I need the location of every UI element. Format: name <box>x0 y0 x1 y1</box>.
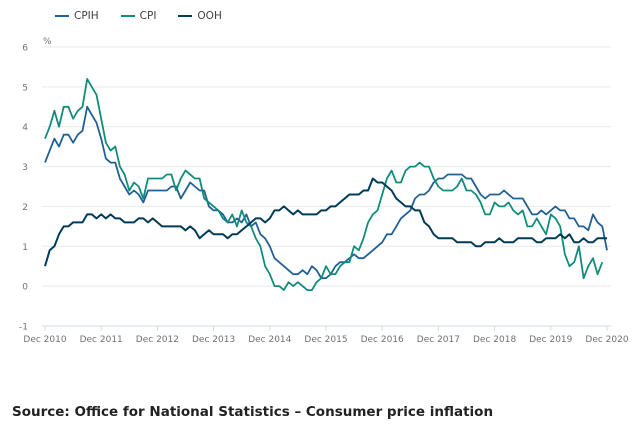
y-tick-label: 1 <box>22 243 28 253</box>
legend-item-cpih[interactable]: CPIH <box>55 10 99 22</box>
chart-legend: CPIH CPI OOH <box>55 10 222 22</box>
x-tick-label: Dec 2020 <box>585 335 628 345</box>
y-tick-label: 4 <box>22 123 28 133</box>
y-tick-label: 2 <box>22 203 28 213</box>
series-line-ooh[interactable] <box>44 177 607 267</box>
legend-swatch-ooh <box>178 14 193 18</box>
legend-label-ooh: OOH <box>197 10 222 22</box>
x-tick-label: Dec 2019 <box>529 335 572 345</box>
legend-label-cpi: CPI <box>139 10 157 22</box>
y-tick-label: 6 <box>22 44 28 54</box>
x-tick-label: Dec 2015 <box>304 335 347 345</box>
x-tick-label: Dec 2014 <box>248 335 291 345</box>
x-tick-label: Dec 2011 <box>80 335 123 345</box>
legend-swatch-cpi <box>120 15 135 17</box>
x-tick-label: Dec 2016 <box>361 335 404 345</box>
x-tick-label: Dec 2010 <box>23 335 66 345</box>
series-line-cpi[interactable] <box>44 78 604 292</box>
y-axis-unit-label: % <box>43 37 52 47</box>
series-lines <box>44 78 608 292</box>
y-tick-label: 3 <box>22 163 28 173</box>
y-tick-label: 5 <box>22 83 28 93</box>
y-tick-label: -1 <box>19 323 28 333</box>
y-tick-label: 0 <box>22 283 28 293</box>
x-tick-label: Dec 2012 <box>136 335 179 345</box>
legend-item-cpi[interactable]: CPI <box>120 10 157 22</box>
source-note: Source: Office for National Statistics –… <box>12 404 494 420</box>
legend-label-cpih: CPIH <box>74 10 99 22</box>
x-tick-label: Dec 2017 <box>417 335 460 345</box>
legend-item-ooh[interactable]: OOH <box>178 10 222 22</box>
legend-swatch-cpih <box>55 15 69 17</box>
y-axis: 6 5 4 3 2 1 0 -1 <box>19 44 28 333</box>
x-tick-label: Dec 2013 <box>192 335 235 345</box>
series-line-cpih[interactable] <box>44 105 608 280</box>
x-axis: Dec 2010 Dec 2011 Dec 2012 Dec 2013 Dec 2014… <box>23 326 629 345</box>
x-tick-label: Dec 2018 <box>473 335 516 345</box>
